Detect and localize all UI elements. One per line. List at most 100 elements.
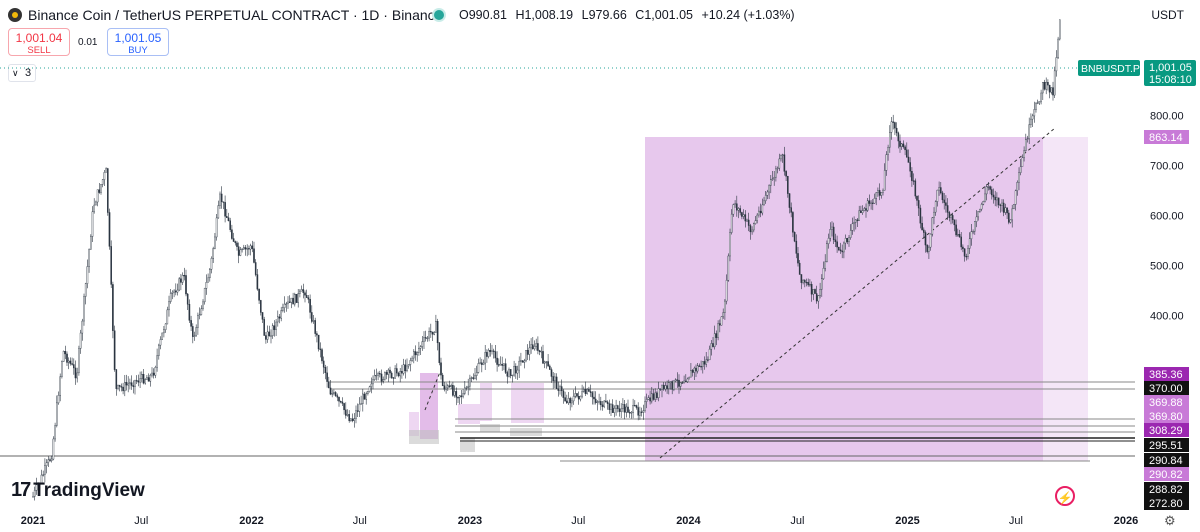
candle (438, 342, 441, 366)
candle (246, 244, 249, 257)
candle (401, 364, 403, 379)
candle (992, 188, 995, 204)
candle (943, 192, 945, 210)
candle (1024, 133, 1027, 152)
candle (839, 242, 842, 254)
ohlc-close: C1,001.05 (635, 8, 693, 22)
currency-selector[interactable]: USDT (1151, 8, 1184, 22)
candle (448, 380, 451, 388)
candle (134, 379, 136, 395)
candle (390, 371, 393, 379)
candle (47, 456, 50, 468)
settings-gear-icon[interactable]: ⚙ (1164, 513, 1176, 528)
candle (732, 203, 735, 217)
candle (280, 306, 283, 322)
candle (166, 306, 169, 325)
candle (814, 288, 816, 295)
candle (35, 477, 38, 495)
candle (447, 383, 449, 391)
candle (747, 212, 750, 232)
candle (1011, 204, 1013, 228)
candle (537, 336, 539, 355)
candle (317, 334, 320, 352)
buy-button[interactable]: 1,001.05 BUY (107, 28, 169, 56)
spread-value: 0.01 (78, 37, 98, 48)
candle (105, 167, 107, 173)
candle (248, 245, 250, 256)
candle (790, 202, 792, 218)
candle (33, 486, 36, 501)
sell-button[interactable]: 1,001.04 SELL (8, 28, 70, 56)
candle (788, 193, 791, 214)
candle (465, 385, 468, 391)
candle (151, 367, 153, 378)
candle (516, 365, 519, 380)
candle (866, 198, 869, 213)
candle (899, 134, 901, 153)
candle (91, 206, 94, 242)
candle (331, 389, 334, 398)
candle (1026, 135, 1029, 143)
candle (358, 397, 361, 418)
candle (294, 292, 296, 307)
candle (892, 114, 894, 130)
candle (191, 323, 194, 344)
candle (579, 395, 582, 402)
symbol-tag-label: BNBUSDT.P (1081, 63, 1140, 75)
candle (503, 363, 505, 371)
candle (566, 394, 568, 404)
candle (244, 244, 247, 256)
candle (122, 382, 124, 395)
candle (239, 246, 242, 257)
candle (858, 205, 860, 221)
candle (142, 369, 145, 385)
x-tick-label: 2021 (21, 515, 45, 527)
candle (163, 326, 165, 338)
lightning-icon[interactable]: ⚡ (1055, 486, 1075, 506)
candle (1016, 180, 1019, 196)
candle (635, 404, 638, 410)
price-line-label: 385.36 (1149, 369, 1183, 381)
candle (836, 235, 838, 253)
candle (863, 206, 866, 212)
candle (620, 403, 622, 419)
candle (96, 189, 99, 207)
candle (591, 390, 594, 405)
candle (970, 224, 973, 246)
candle (526, 344, 529, 361)
candle (385, 370, 388, 380)
candle (931, 217, 934, 237)
candle (453, 385, 456, 398)
price-line-label: 369.80 (1149, 411, 1183, 423)
indicators-count: 3 (25, 67, 32, 79)
candle (462, 389, 464, 399)
candle (972, 229, 974, 235)
candle (1006, 207, 1008, 220)
candle (848, 234, 850, 247)
candle (710, 339, 713, 356)
ohlc-high: H1,008.19 (515, 8, 574, 22)
candle (965, 253, 968, 261)
candle (304, 290, 306, 303)
symbol-title[interactable]: Binance Coin / TetherUS PERPETUAL CONTRA… (28, 7, 443, 23)
candle (729, 228, 731, 262)
candle (492, 348, 495, 359)
candle (1047, 79, 1049, 91)
candle (147, 373, 150, 382)
tradingview-logo[interactable]: 17 TradingView (11, 479, 145, 502)
zone-box (480, 383, 492, 421)
candle (372, 375, 374, 390)
candle (360, 395, 362, 405)
candle (1013, 204, 1015, 210)
candle (195, 324, 198, 337)
candle (552, 372, 554, 389)
candle (164, 323, 167, 333)
candle (751, 226, 753, 235)
candle (756, 212, 758, 224)
indicators-toggle[interactable]: ∨ 3 (8, 64, 36, 82)
candle (759, 203, 762, 218)
candle (739, 205, 741, 216)
candle (521, 360, 524, 363)
